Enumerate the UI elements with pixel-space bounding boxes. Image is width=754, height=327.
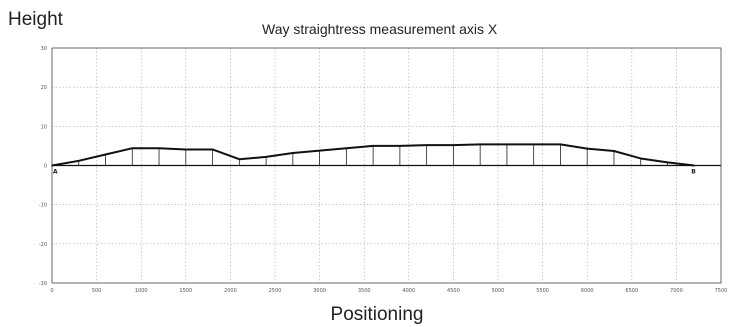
x-axis-title: Positioning [330,304,424,325]
y-tick-label: -10 [39,203,47,209]
x-tick-label: 0 [50,288,53,294]
y-tick-label: 10 [41,124,47,130]
y-tick-label: -30 [39,281,47,287]
x-tick-label: 2500 [269,288,282,294]
x-tick-label: 500 [92,288,102,294]
y-tick-label: 0 [44,164,47,170]
data-point [104,153,107,156]
data-point [318,149,321,152]
data-point [559,143,562,146]
x-tick-label: 3500 [358,288,371,294]
data-point [184,148,187,151]
end-label: B [691,169,696,176]
data-point [506,143,508,146]
data-point [586,147,589,150]
data-point [479,143,482,146]
axes-frame [51,47,722,284]
x-tick-label: 2000 [224,288,237,294]
data-point [291,152,294,154]
x-tick-label: 6000 [581,288,594,294]
data-point [532,143,535,146]
chart-title: Way straightress measurement axis X [262,21,498,37]
data-point [372,145,375,147]
data-point [265,155,267,158]
data-point [131,147,134,150]
y-tick-label: -20 [39,242,47,248]
grid-lines [52,48,721,283]
data-point [666,161,669,164]
data-point [452,144,455,147]
x-tick-label: 7000 [670,288,683,294]
y-tick-label: 30 [41,46,47,52]
start-label: A [53,169,58,176]
tick-labels: 0 500 1000 1500 2000 2500 3000 3500 4000 4500 5000… [39,46,728,294]
x-tick-label: 1000 [135,288,148,294]
x-tick-label: 4000 [402,288,415,294]
series-group [51,143,696,167]
y-tick-label: 20 [41,85,47,91]
x-tick-label: 1500 [179,288,192,294]
x-tick-label: 6500 [625,288,638,294]
data-point [613,150,615,152]
data-point [238,158,241,161]
x-tick-label: 3000 [313,288,326,294]
data-point [158,147,160,150]
x-tick-label: 4500 [447,288,460,294]
data-point [639,157,642,160]
data-point [425,144,428,147]
data-point [77,159,80,162]
axes-border [51,47,722,284]
data-point [398,145,401,147]
data-point [211,148,214,151]
y-axis-title: Height [8,9,63,30]
x-tick-label: 5500 [536,288,549,294]
stem-lines [78,144,668,166]
x-tick-label: 7500 [715,288,728,294]
data-point [345,147,348,150]
x-tick-label: 5000 [492,288,505,294]
